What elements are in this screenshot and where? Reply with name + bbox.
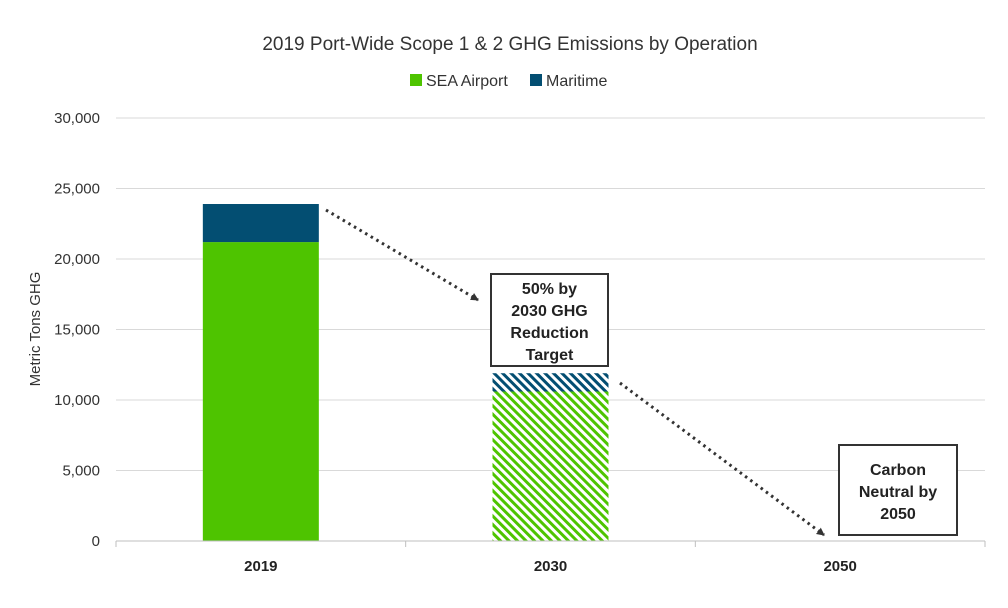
chart-title: 2019 Port-Wide Scope 1 & 2 GHG Emissions… [262,34,757,55]
y-tick-label-25000: 25,000 [54,181,100,198]
y-tick-label-30000: 30,000 [54,110,100,127]
bar-maritime-2030 [492,373,609,392]
callout-2050-target: Carbon Neutral by 2050 [838,444,958,536]
callout-box-2030 [490,273,609,367]
x-tick-label-2019: 2019 [244,558,277,575]
x-tick-label-2050: 2050 [823,558,856,575]
callout-2030-target: 50% by 2030 GHG Reduction Target [490,273,609,367]
callout-2030-line-2: 2030 GHG [511,303,587,320]
bar-sea-airport-2019 [202,242,319,541]
legend-label-maritime: Maritime [546,73,607,90]
y-tick-label-0: 0 [92,533,100,550]
legend-swatch-maritime [530,74,542,86]
callout-2030-line-4: Target [526,347,574,364]
legend-label-sea-airport: SEA Airport [426,73,508,90]
y-tick-label-20000: 20,000 [54,251,100,268]
y-tick-label-10000: 10,000 [54,392,100,409]
trend-arrow-2019-2030 [325,208,479,302]
x-axis-ticks: 2019 2030 2050 [244,558,857,575]
callout-2050-line-2: Neutral by [859,484,937,501]
callout-2050-line-1: Carbon [870,462,926,479]
y-tick-label-5000: 5,000 [62,463,100,480]
callout-2030-line-1: 50% by [522,281,577,298]
legend: SEA Airport Maritime [410,73,607,90]
legend-swatch-sea-airport [410,74,422,86]
x-tick-label-2030: 2030 [534,558,567,575]
callout-box-2050 [838,444,958,536]
bars [202,204,609,541]
callout-2030-line-3: Reduction [510,325,588,342]
callout-2050-line-3: 2050 [880,506,916,523]
y-axis-label: Metric Tons GHG [27,272,44,387]
y-tick-label-15000: 15,000 [54,322,100,339]
x-axis [115,540,986,547]
y-axis-ticks: 0 5,000 10,000 15,000 20,000 25,000 30,000 [54,110,100,550]
bar-maritime-2019 [202,204,319,243]
trend-arrow-2030-2050 [619,381,825,537]
bar-sea-airport-2030 [492,391,609,541]
